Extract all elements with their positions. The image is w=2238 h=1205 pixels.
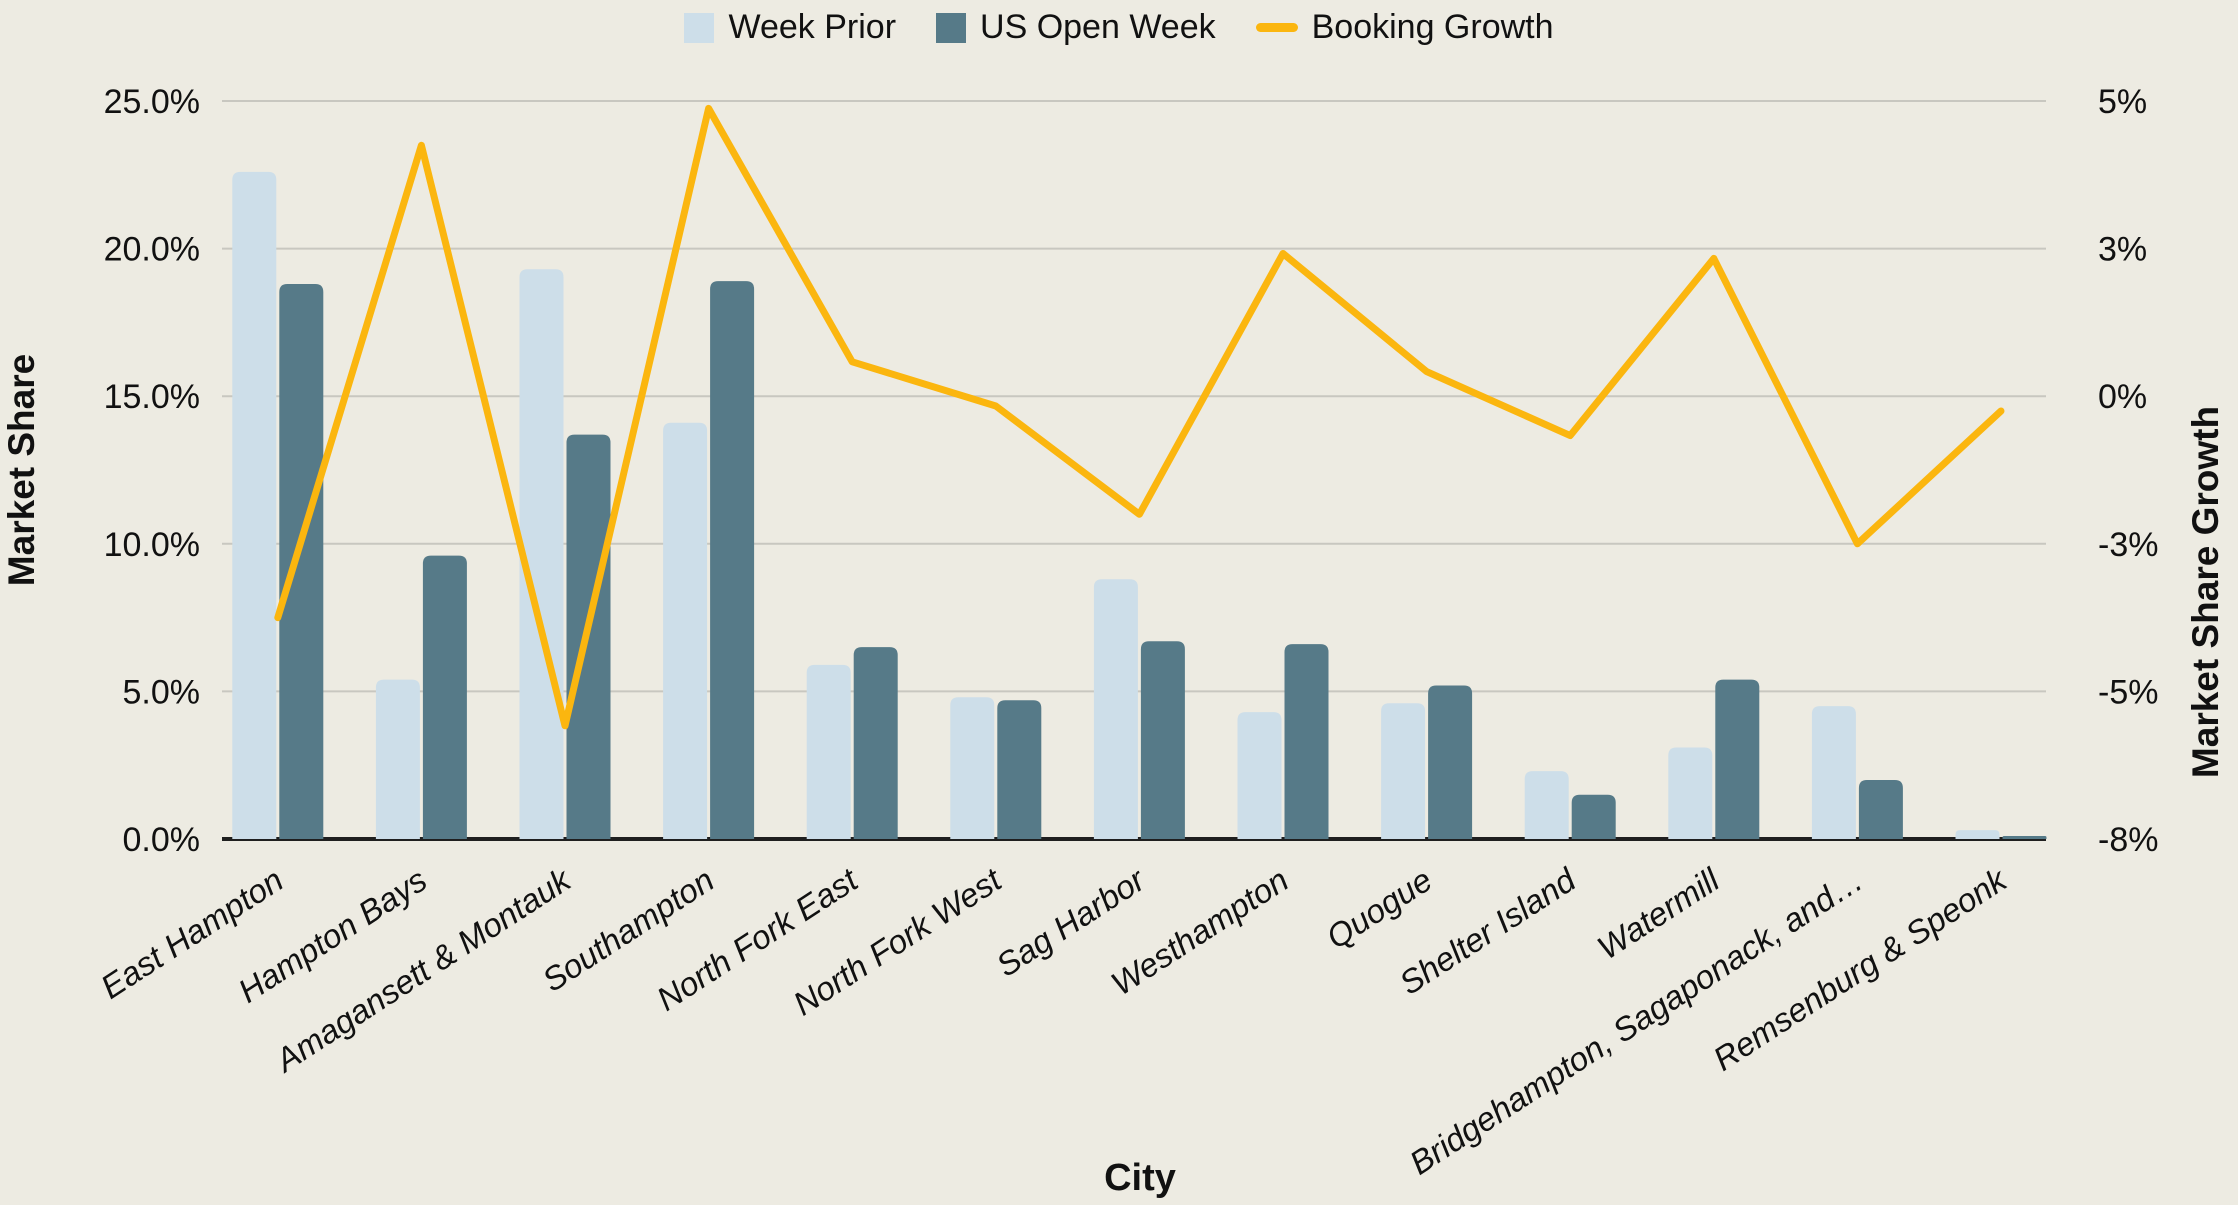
left-axis-tick-label: 5.0% <box>123 673 201 711</box>
legend-item-week-prior[interactable]: Week Prior <box>684 8 896 47</box>
bar-us-open-week[interactable] <box>1858 779 1903 839</box>
category-label: Watermill <box>1591 860 1727 966</box>
left-axis-title: Market Share <box>1 354 42 586</box>
bar-week-prior[interactable] <box>232 171 277 839</box>
bar-week-prior[interactable] <box>1811 706 1856 839</box>
bar-us-open-week[interactable] <box>853 647 898 839</box>
bar-week-prior[interactable] <box>519 269 564 839</box>
week-prior-swatch-icon <box>684 12 715 43</box>
legend-label: Week Prior <box>728 8 897 46</box>
bar-us-open-week[interactable] <box>279 284 324 839</box>
bar-us-open-week[interactable] <box>2002 836 2047 839</box>
right-axis-title: Market Share Growth <box>2185 406 2226 778</box>
right-axis-tick-label: -3% <box>2098 526 2158 564</box>
right-axis-tick-label: 5% <box>2098 83 2147 121</box>
legend-item-us-open-week[interactable]: US Open Week <box>936 8 1216 47</box>
legend-item-booking-growth[interactable]: Booking Growth <box>1255 8 1554 47</box>
bar-us-open-week[interactable] <box>1140 641 1185 839</box>
booking-growth-line-icon <box>1255 23 1298 32</box>
bar-week-prior[interactable] <box>1093 579 1138 839</box>
right-axis-tick-label: -8% <box>2098 821 2158 859</box>
booking-growth-line[interactable] <box>274 104 2005 730</box>
bar-week-prior[interactable] <box>1955 830 2000 839</box>
left-axis-tick-label: 20.0% <box>104 231 200 269</box>
us-open-week-swatch-icon <box>936 12 967 43</box>
bar-week-prior[interactable] <box>1524 771 1569 839</box>
bar-week-prior[interactable] <box>950 697 995 839</box>
bar-us-open-week[interactable] <box>1428 685 1473 839</box>
bar-week-prior[interactable] <box>375 679 420 839</box>
bar-week-prior[interactable] <box>806 664 851 839</box>
legend-label: Booking Growth <box>1311 8 1554 46</box>
line-series <box>274 104 2005 730</box>
left-axis-tick-label: 25.0% <box>104 83 200 121</box>
right-axis-tick-label: -5% <box>2098 673 2158 711</box>
left-axis-tick-label: 0.0% <box>123 821 201 859</box>
bar-series <box>232 171 2047 839</box>
bar-week-prior[interactable] <box>1381 703 1426 839</box>
bar-week-prior[interactable] <box>1668 747 1713 839</box>
legend-label: US Open Week <box>980 8 1216 46</box>
bar-us-open-week[interactable] <box>710 281 755 839</box>
tick-labels: 0.0% 5.0% 10.0% 15.0% 20.0% 25.0% 5% 3% 0% -3% -5%… <box>104 83 2159 859</box>
bar-us-open-week[interactable] <box>1715 679 1760 839</box>
category-label: Quogue <box>1320 861 1439 956</box>
left-axis-tick-label: 10.0% <box>104 526 200 564</box>
legend: Week Prior US Open Week Booking Growth <box>0 8 2238 47</box>
x-axis-title: City <box>1104 1157 1176 1199</box>
left-axis-tick-label: 15.0% <box>104 378 200 416</box>
right-axis-tick-label: 0% <box>2098 378 2147 416</box>
bar-week-prior[interactable] <box>1237 712 1282 839</box>
bar-us-open-week[interactable] <box>422 555 467 839</box>
bar-us-open-week[interactable] <box>1571 794 1616 839</box>
bar-us-open-week[interactable] <box>1284 644 1329 839</box>
right-axis-tick-label: 3% <box>2098 231 2147 269</box>
bar-week-prior[interactable] <box>663 422 708 839</box>
bar-us-open-week[interactable] <box>997 700 1042 839</box>
